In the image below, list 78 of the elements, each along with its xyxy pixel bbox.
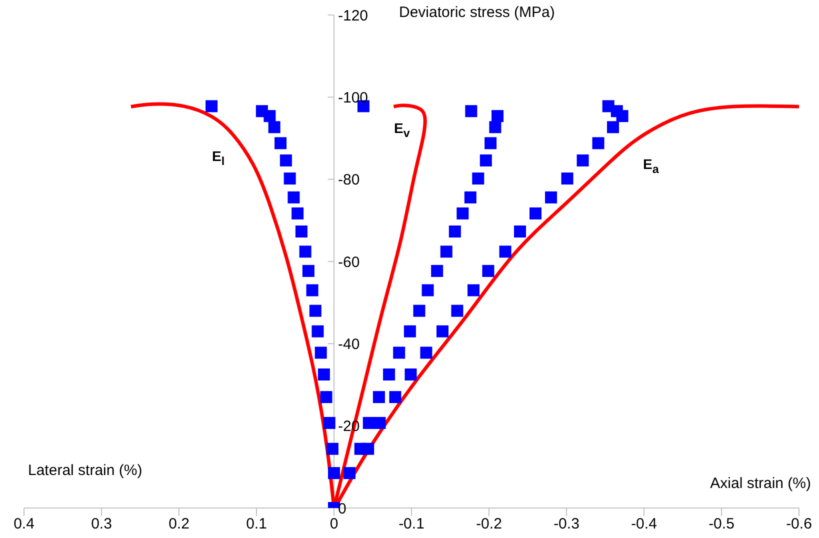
point <box>480 154 492 166</box>
point <box>465 105 478 118</box>
x-tick-label: 0.4 <box>14 516 34 533</box>
point <box>295 226 308 238</box>
x-tick-label: 0.2 <box>168 516 190 533</box>
y-tick-label: -100 <box>338 89 368 106</box>
point <box>268 121 280 134</box>
point <box>484 137 497 150</box>
y-tick-label: -40 <box>338 336 360 353</box>
annotation: E$_{l}$ <box>212 148 225 168</box>
point <box>451 304 464 317</box>
x-tick-label: -0.2 <box>476 516 502 533</box>
point <box>436 325 448 338</box>
y-tick-label: -120 <box>338 7 368 24</box>
point <box>420 346 432 359</box>
point <box>372 391 385 404</box>
x-tick-label: 0.3 <box>91 516 112 533</box>
point <box>545 191 557 204</box>
point <box>274 137 287 150</box>
point <box>422 284 434 296</box>
x-tick-label: -0.6 <box>786 516 812 533</box>
point <box>448 226 461 238</box>
point <box>314 346 327 359</box>
point <box>328 467 340 480</box>
point <box>561 172 574 185</box>
point <box>326 442 338 455</box>
point <box>393 346 406 359</box>
point <box>318 368 330 380</box>
point <box>464 191 476 204</box>
point <box>389 391 402 404</box>
point <box>468 284 480 296</box>
point <box>404 325 416 338</box>
point <box>302 264 314 277</box>
point <box>323 416 336 429</box>
point <box>492 110 504 122</box>
point <box>472 172 484 185</box>
point <box>514 226 526 238</box>
point <box>362 442 374 455</box>
point <box>431 264 444 277</box>
point <box>280 154 292 166</box>
point <box>256 105 268 118</box>
point <box>440 246 452 258</box>
point <box>306 284 318 296</box>
x-tick-label: -0.1 <box>398 516 424 533</box>
point <box>404 368 417 380</box>
point <box>499 246 512 258</box>
point <box>320 391 332 404</box>
point <box>312 325 324 338</box>
point <box>592 137 604 150</box>
x-tick-label: -0.3 <box>554 516 580 533</box>
y-tick-label: -80 <box>338 172 360 189</box>
point <box>299 246 312 258</box>
annotation: E$_{v}$ <box>394 120 410 140</box>
x-tick-label: -0.4 <box>631 516 657 533</box>
point <box>288 191 300 204</box>
x-tick-label: -0.5 <box>708 516 734 533</box>
y-tick-label: 0 <box>338 500 346 518</box>
point <box>383 368 396 380</box>
x-tick-label: 0.1 <box>246 516 267 533</box>
y-axis-title: Deviatoric stress (MPa) <box>399 4 555 21</box>
y-tick-label: -60 <box>338 254 360 271</box>
annotation: Lateral strain (%) <box>28 462 142 479</box>
point <box>576 154 589 166</box>
point <box>607 121 619 134</box>
point <box>489 121 502 134</box>
point <box>456 207 469 220</box>
point <box>292 207 304 220</box>
point <box>602 100 614 112</box>
point <box>530 207 542 220</box>
point <box>344 467 356 480</box>
point <box>284 172 296 185</box>
annotation: E$_{a}$ <box>643 156 659 176</box>
point <box>413 304 426 317</box>
point <box>309 304 322 317</box>
point <box>374 416 386 429</box>
x-axis-title: Axial strain (%) <box>710 475 811 492</box>
point <box>206 100 218 112</box>
point <box>482 264 494 277</box>
